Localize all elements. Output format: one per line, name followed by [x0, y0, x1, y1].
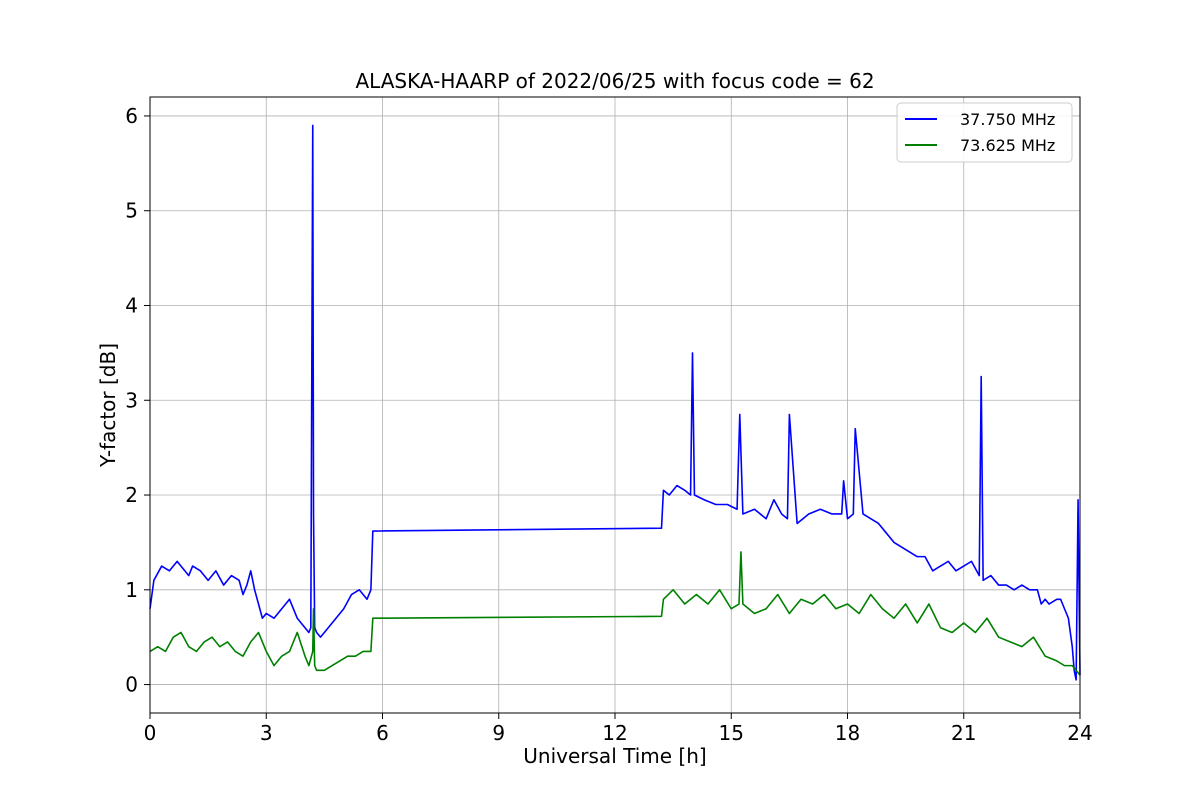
- series-layer: [149, 124, 1081, 681]
- legend: 37.750 MHz 73.625 MHz: [896, 102, 1073, 163]
- x-axis-label: Universal Time [h]: [523, 744, 706, 768]
- x-tick-label: 24: [1067, 721, 1092, 745]
- y-tick-label: 1: [125, 578, 138, 602]
- x-tick-label: 0: [144, 721, 157, 745]
- y-tick-label: 4: [125, 293, 138, 317]
- x-tick-label: 12: [602, 721, 627, 745]
- chart-title: ALASKA-HAARP of 2022/06/25 with focus co…: [355, 69, 874, 93]
- y-tick-label: 0: [125, 673, 138, 697]
- x-tick-label: 6: [376, 721, 389, 745]
- legend-label-73625: 73.625 MHz: [960, 136, 1055, 155]
- y-tick-label: 3: [125, 388, 138, 412]
- series-line-1: [149, 551, 1081, 676]
- x-tick-label: 9: [492, 721, 505, 745]
- y-tick-label: 5: [125, 199, 138, 223]
- legend-label-37750: 37.750 MHz: [960, 110, 1055, 129]
- legend-box: [896, 102, 1073, 163]
- x-tick-label: 15: [719, 721, 744, 745]
- x-tick-label: 18: [835, 721, 860, 745]
- x-tick-label: 21: [951, 721, 976, 745]
- y-tick-label: 6: [125, 104, 138, 128]
- y-tick-label: 2: [125, 483, 138, 507]
- series-line-0: [149, 124, 1081, 681]
- y-axis-label: Y-factor [dB]: [96, 343, 120, 468]
- x-tick-label: 3: [260, 721, 273, 745]
